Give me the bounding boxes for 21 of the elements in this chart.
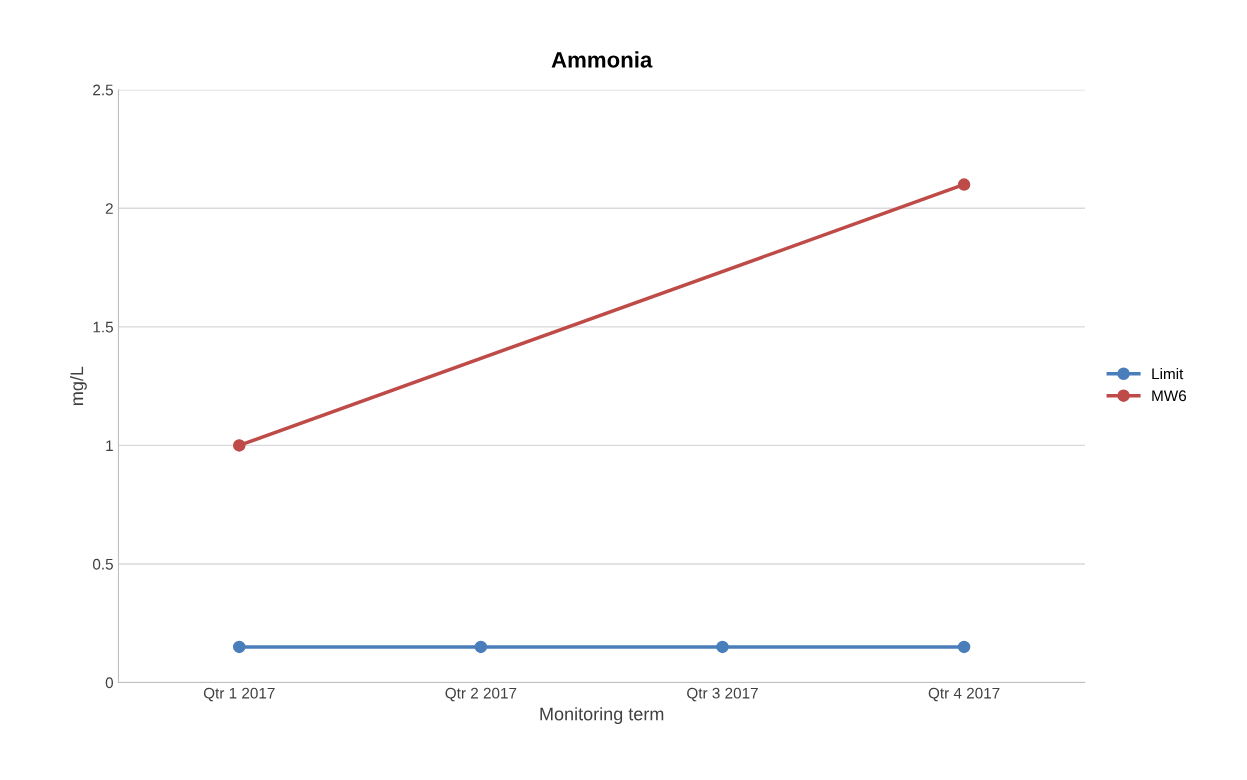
- y-tick-label: 1: [106, 440, 113, 451]
- chart-title: Ammonia: [551, 51, 653, 68]
- legend-label: MW6: [1152, 390, 1187, 402]
- point: [233, 640, 246, 654]
- y-tick-label: 1.5: [93, 321, 113, 333]
- y-tick-label: 0: [105, 677, 114, 689]
- point: [233, 439, 246, 452]
- y-tick-label: 2.5: [93, 84, 113, 96]
- x-tick-label: Qtr 3 2017: [687, 687, 758, 702]
- y-tick-label: 0.5: [92, 558, 113, 570]
- point: [716, 640, 729, 654]
- x-tick-label: Qtr 4 2017: [928, 687, 1000, 702]
- legend-label: Limit: [1152, 368, 1184, 380]
- y-tick-label: 2: [105, 203, 113, 214]
- x-axis-title: Monitoring term: [540, 707, 664, 724]
- x-tick-label: Qtr 2 2017: [445, 687, 517, 702]
- point: [474, 640, 488, 654]
- point: [957, 640, 971, 654]
- point: [957, 178, 971, 191]
- x-tick-label: Qtr 1 2017: [203, 687, 275, 702]
- y-axis-title: mg/L: [69, 366, 87, 405]
